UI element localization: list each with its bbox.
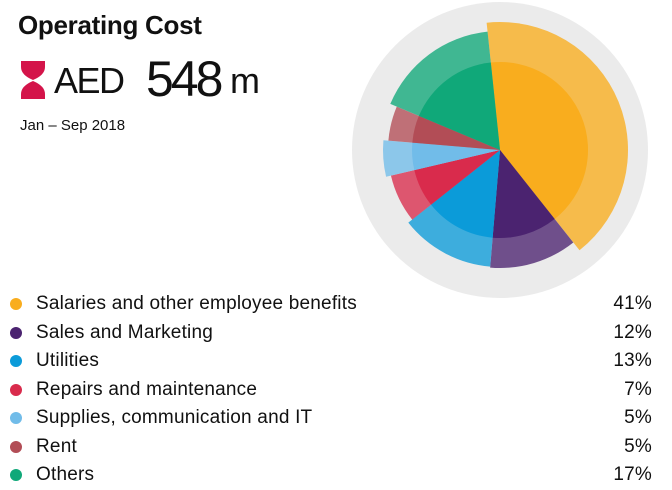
legend-item: Supplies, communication and IT 5% (10, 404, 652, 433)
pie-slice-inner-others (418, 62, 500, 151)
legend-dot (10, 469, 22, 481)
chart-legend: Salaries and other employee benefits 41% S… (10, 290, 652, 490)
pie-slice-rent (388, 106, 500, 150)
pie-slice-inner-repairs-and-maintenance (414, 150, 500, 205)
legend-label: Supplies, communication and IT (36, 407, 313, 428)
legend-percentage: 7% (624, 378, 652, 400)
legend-item: Others 17% (10, 461, 652, 490)
legend-percentage: 41% (613, 293, 652, 314)
pie-slice-salaries-and-other-employee-benefits (486, 21, 629, 251)
legend-label: Salaries and other employee benefits (36, 293, 357, 314)
hourglass-icon (21, 61, 45, 99)
legend-label: Sales and Marketing (36, 321, 214, 343)
pie-slice-inner-utilities (431, 150, 500, 238)
legend-percentage: 17% (613, 464, 652, 485)
pie-slice-inner-supplies-communication-and-it (412, 142, 500, 171)
legend-item: Sales and Marketing 12% (10, 319, 652, 348)
pie-slice-supplies-communication-and-it (382, 140, 500, 177)
pie-slice-inner-sales-and-marketing (492, 150, 555, 238)
legend-item: Repairs and maintenance 7% (10, 376, 652, 405)
page-title: Operating Cost (18, 10, 202, 40)
legend-percentage: 12% (613, 321, 652, 343)
legend-percentage: 5% (624, 435, 652, 457)
pie-slice-repairs-and-maintenance (390, 150, 500, 220)
legend-item: Utilities 13% (10, 347, 652, 376)
period-label: Jan – Sep 2018 (20, 117, 126, 134)
operating-cost-pie-chart (352, 2, 648, 298)
legend-percentage: 5% (624, 407, 652, 428)
legend-percentage: 13% (613, 350, 652, 371)
legend-dot (10, 412, 22, 424)
legend-label: Others (36, 464, 95, 485)
pie-slice-inner-rent (412, 115, 500, 150)
amount-unit: m (230, 60, 260, 101)
legend-dot (10, 326, 22, 339)
legend-item: Salaries and other employee benefits 41% (10, 290, 652, 319)
legend-label: Utilities (36, 350, 100, 371)
pie-slice-utilities (408, 150, 500, 267)
legend-dot (10, 298, 22, 310)
legend-label: Rent (36, 435, 77, 457)
legend-label: Repairs and maintenance (36, 378, 258, 400)
pie-slice-inner-salaries-and-other-employee-benefits (490, 61, 589, 219)
amount-value: 548 (146, 51, 223, 107)
legend-dot (10, 440, 22, 453)
pie-slice-sales-and-marketing (490, 150, 574, 269)
currency-label: AED (54, 60, 125, 101)
legend-dot (10, 383, 22, 396)
legend-dot (10, 355, 22, 367)
pie-slice-others (390, 31, 500, 151)
legend-item: Rent 5% (10, 433, 652, 462)
